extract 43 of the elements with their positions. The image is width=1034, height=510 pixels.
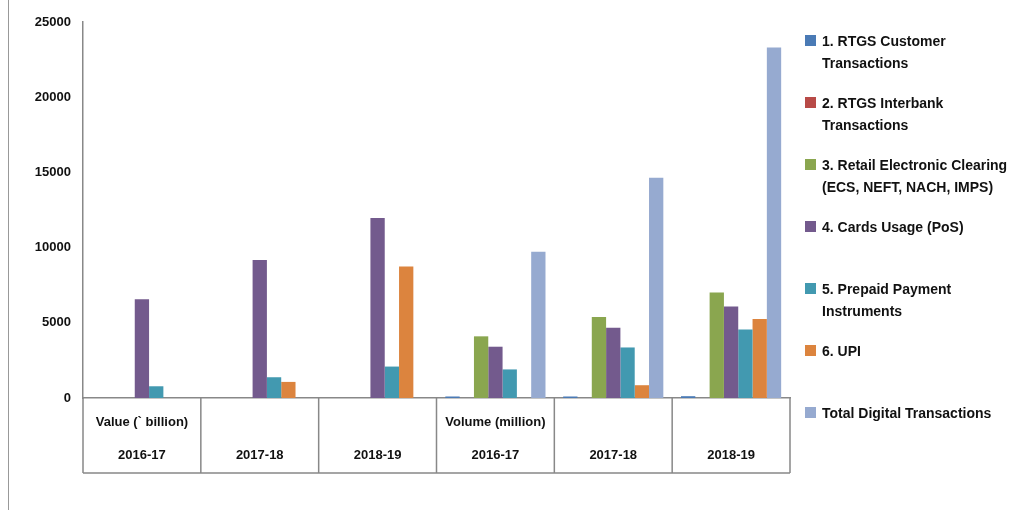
y-tick-label: 0 bbox=[63, 389, 71, 405]
x-tick-label: 2018-19 bbox=[353, 446, 402, 462]
legend-label: 4. Cards Usage (PoS) bbox=[822, 218, 964, 237]
legend-label: 6. UPI bbox=[822, 342, 861, 361]
bar bbox=[531, 251, 546, 398]
y-tick-label: 25000 bbox=[34, 13, 71, 29]
y-tick-label: 5000 bbox=[42, 314, 71, 330]
text: Value (` billion) bbox=[95, 413, 189, 429]
y-tick-label: 10000 bbox=[34, 239, 71, 255]
bar bbox=[709, 292, 724, 398]
bar bbox=[384, 366, 400, 398]
legend-label: 2. RTGS Interbank Transactions bbox=[822, 94, 945, 135]
bar bbox=[266, 377, 282, 398]
text: Volume (million) bbox=[445, 413, 546, 429]
bar bbox=[591, 317, 607, 398]
x-tick-label: 2018-19 bbox=[707, 446, 755, 462]
bar bbox=[281, 381, 296, 398]
bar bbox=[766, 47, 782, 398]
bar bbox=[149, 386, 164, 398]
x-tick-label: 2017-18 bbox=[589, 446, 638, 462]
bar bbox=[252, 260, 267, 398]
bar bbox=[502, 369, 517, 398]
bar bbox=[752, 318, 767, 398]
bar bbox=[488, 346, 503, 398]
bar bbox=[634, 385, 650, 398]
y-tick-label: 20000 bbox=[34, 88, 71, 104]
legend-label: Total Digital Transactions bbox=[822, 404, 992, 423]
bar bbox=[723, 306, 739, 398]
bar bbox=[370, 217, 385, 398]
bar bbox=[473, 336, 489, 398]
bar bbox=[134, 299, 150, 398]
x-tick-label: 2016-17 bbox=[118, 446, 166, 462]
y-tick-label: 15000 bbox=[34, 163, 71, 179]
x-tick-label: 2016-17 bbox=[471, 446, 520, 462]
bar bbox=[620, 347, 635, 398]
bar bbox=[606, 327, 621, 398]
bar bbox=[738, 329, 753, 398]
legend-label: 1. RTGS Customer Transactions bbox=[822, 32, 947, 73]
bar bbox=[399, 266, 414, 398]
legend-label: 5. Prepaid Payment Instruments bbox=[822, 280, 953, 321]
legend-label: 3. Retail Electronic Clearing (ECS, NEFT, NACH, IMPS) bbox=[822, 156, 1009, 197]
x-tick-label: 2017-18 bbox=[235, 446, 284, 462]
bar bbox=[649, 177, 664, 398]
